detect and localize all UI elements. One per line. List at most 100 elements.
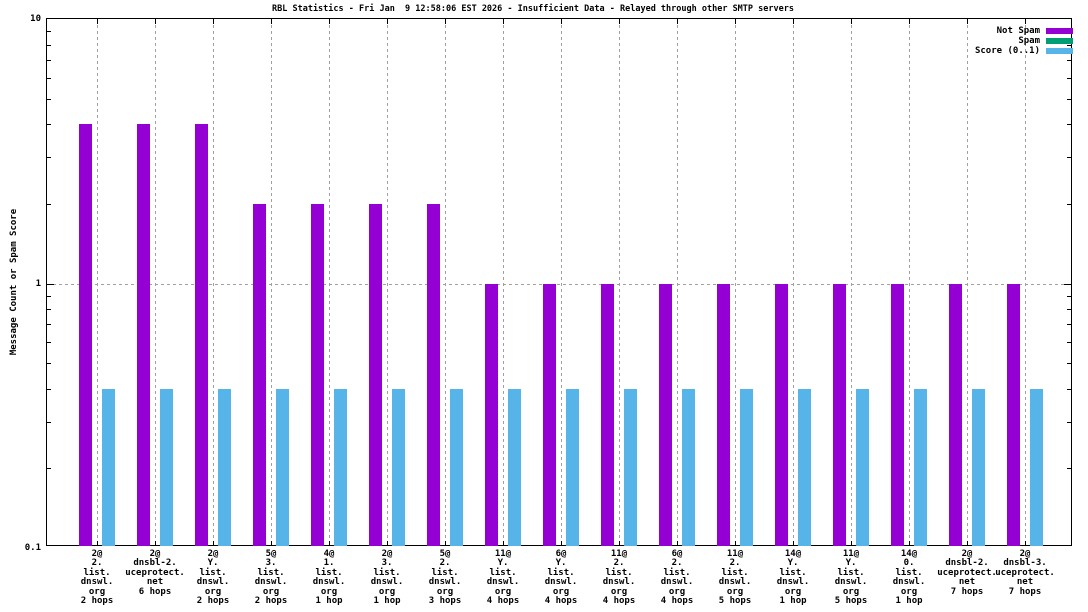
x-tick-top: [735, 19, 736, 24]
y-tick-label: 0.1: [24, 543, 41, 553]
y-tick-minor-right: [1067, 204, 1071, 205]
bar-not-spam: [253, 203, 266, 546]
bar-not-spam: [601, 283, 614, 546]
y-tick-minor-left: [47, 309, 51, 310]
bar-not-spam: [775, 283, 788, 546]
x-tick-top: [155, 19, 156, 24]
y-tick-minor-right: [1067, 157, 1071, 158]
x-tick-bottom: [677, 541, 678, 546]
y-tick-minor-left: [47, 60, 51, 61]
bar-score-0-1: [682, 388, 695, 546]
bar-score-0-1: [392, 388, 405, 546]
y-tick-minor-left: [47, 78, 51, 79]
x-gridline: [155, 19, 156, 546]
bar-not-spam: [717, 283, 730, 546]
x-tick-top: [677, 19, 678, 24]
x-tick-bottom: [851, 541, 852, 546]
bar-score-0-1: [508, 388, 521, 546]
x-gridline: [213, 19, 214, 546]
legend-entry-score: Score (0..1): [975, 46, 1073, 56]
y-tick-minor-right: [1067, 296, 1071, 297]
bar-score-0-1: [276, 388, 289, 546]
y-tick-minor-right: [1067, 389, 1071, 390]
bar-not-spam: [1007, 283, 1020, 546]
bar-score-0-1: [798, 388, 811, 546]
y-tick-minor-right: [1067, 78, 1071, 79]
x-tick-top: [1025, 19, 1026, 24]
x-gridline: [445, 19, 446, 546]
y-gridline: [47, 284, 1072, 285]
y-tick-minor-right: [1067, 342, 1071, 343]
bar-score-0-1: [566, 388, 579, 546]
x-tick-bottom: [445, 541, 446, 546]
bar-not-spam: [369, 203, 382, 546]
x-tick-top: [793, 19, 794, 24]
x-gridline: [909, 19, 910, 546]
x-tick-bottom: [619, 541, 620, 546]
category-label: 5@ 3. list. dnswl. org 2 hops: [254, 549, 288, 607]
legend-swatch-not-spam: [1046, 28, 1073, 34]
category-label: 11@ Y. list. dnswl. org 4 hops: [486, 549, 520, 607]
y-tick-minor-left: [47, 99, 51, 100]
x-gridline: [503, 19, 504, 546]
x-gridline: [851, 19, 852, 546]
y-tick-minor-right: [1067, 363, 1071, 364]
bar-score-0-1: [972, 388, 985, 546]
bar-not-spam: [195, 124, 208, 546]
bar-not-spam: [79, 124, 92, 546]
x-gridline: [97, 19, 98, 546]
bar-score-0-1: [1030, 388, 1043, 546]
x-tick-bottom: [329, 541, 330, 546]
bar-not-spam: [485, 283, 498, 546]
x-tick-top: [271, 19, 272, 24]
x-tick-bottom: [97, 541, 98, 546]
x-gridline: [271, 19, 272, 546]
x-tick-top: [619, 19, 620, 24]
y-tick-minor-left: [47, 296, 51, 297]
bar-score-0-1: [856, 388, 869, 546]
y-tick-minor-left: [47, 157, 51, 158]
x-tick-bottom: [735, 541, 736, 546]
y-tick-minor-left: [47, 363, 51, 364]
bar-not-spam: [543, 283, 556, 546]
y-tick-minor-left: [47, 422, 51, 423]
x-tick-bottom: [213, 541, 214, 546]
bar-not-spam: [427, 203, 440, 546]
x-tick-top: [967, 19, 968, 24]
category-label: 14@ Y. list. dnswl. org 1 hop: [776, 549, 810, 607]
y-tick-label: 1: [35, 279, 41, 289]
x-gridline: [967, 19, 968, 546]
y-tick-minor-right: [1067, 309, 1071, 310]
y-tick-minor-left: [47, 342, 51, 343]
x-tick-bottom: [793, 541, 794, 546]
bar-score-0-1: [334, 388, 347, 546]
y-tick-minor-right: [1067, 324, 1071, 325]
plot-border: [46, 18, 1072, 546]
legend-entry-not-spam: Not Spam: [975, 26, 1073, 36]
y-tick-minor-left: [47, 324, 51, 325]
y-tick-minor-right: [1067, 60, 1071, 61]
x-tick-top: [445, 19, 446, 24]
x-tick-top: [561, 19, 562, 24]
x-gridline: [793, 19, 794, 546]
x-gridline: [1025, 19, 1026, 546]
bar-score-0-1: [450, 388, 463, 546]
x-tick-top: [213, 19, 214, 24]
legend-swatch-spam: [1046, 38, 1073, 44]
bar-not-spam: [659, 283, 672, 546]
bar-not-spam: [833, 283, 846, 546]
x-gridline: [677, 19, 678, 546]
x-gridline: [619, 19, 620, 546]
x-tick-bottom: [387, 541, 388, 546]
x-tick-top: [329, 19, 330, 24]
bar-score-0-1: [218, 388, 231, 546]
category-label: 11@ 2. list. dnswl. org 5 hops: [718, 549, 752, 607]
x-tick-bottom: [561, 541, 562, 546]
chart-title: RBL Statistics - Fri Jan 9 12:58:06 EST …: [272, 4, 794, 14]
y-tick-minor-left: [47, 389, 51, 390]
category-label: 14@ 0. list. dnswl. org 1 hop: [892, 549, 926, 607]
x-tick-top: [851, 19, 852, 24]
bar-score-0-1: [740, 388, 753, 546]
legend-swatch-score: [1046, 48, 1073, 54]
